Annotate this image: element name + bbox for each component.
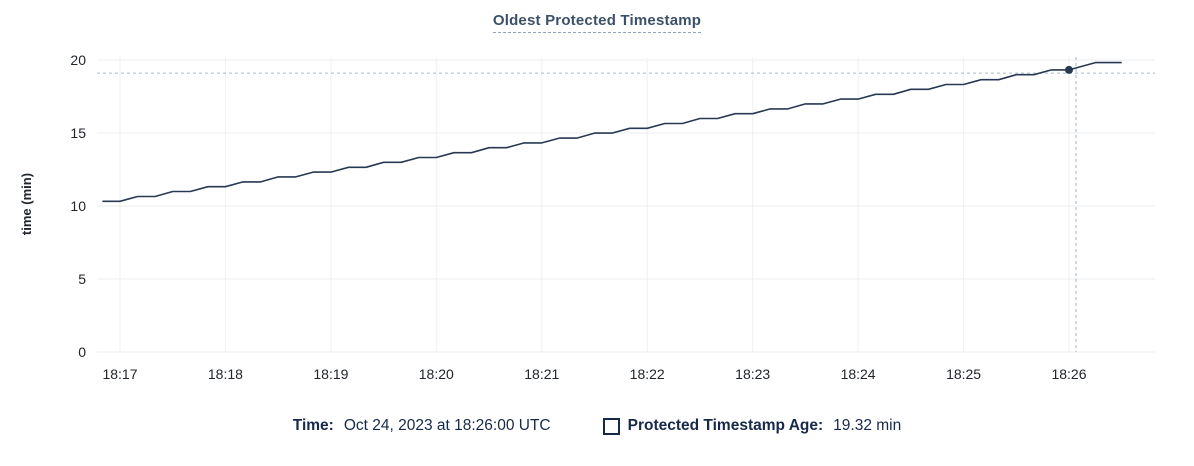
- axis-tick-labels: 0 5 10 15 20 18:17 18:18 18:19 18:20 18:21 18:22 18…: [70, 52, 1086, 382]
- y-tick-label: 15: [70, 125, 86, 141]
- x-tick-label: 18:23: [735, 366, 770, 382]
- x-tick-label: 18:19: [313, 366, 348, 382]
- chart-title-row: Oldest Protected Timestamp: [0, 12, 1194, 33]
- series-toggle[interactable]: Protected Timestamp Age: 19.32 min: [602, 417, 902, 435]
- y-tick-label: 10: [70, 198, 86, 214]
- x-tick-label: 18:25: [946, 366, 981, 382]
- y-axis-title: time (min): [19, 173, 34, 235]
- hover-crosshair: [97, 57, 1155, 352]
- line-chart[interactable]: 0 5 10 15 20 18:17 18:18 18:19 18:20 18:21 18:22 18…: [0, 0, 1194, 405]
- x-tick-label: 18:20: [419, 366, 454, 382]
- chart-title[interactable]: Oldest Protected Timestamp: [492, 12, 702, 33]
- hover-tooltip-legend: Time: Oct 24, 2023 at 18:26:00 UTC Prote…: [0, 417, 1194, 435]
- y-tick-label: 20: [70, 52, 86, 68]
- series-label: Protected Timestamp Age:: [627, 417, 824, 434]
- x-tick-label: 18:18: [208, 366, 243, 382]
- tooltip-time-value: Oct 24, 2023 at 18:26:00 UTC: [343, 417, 551, 434]
- x-tick-label: 18:17: [102, 366, 137, 382]
- y-tick-label: 5: [78, 271, 86, 287]
- y-tick-label: 0: [78, 344, 86, 360]
- x-tick-label: 18:24: [841, 366, 876, 382]
- hover-point-dot: [1065, 65, 1073, 74]
- x-tick-label: 18:22: [630, 366, 665, 382]
- gridlines: [97, 57, 1155, 353]
- series-line: [102, 61, 1122, 203]
- x-tick-label: 18:26: [1051, 366, 1086, 382]
- series-value: 19.32 min: [833, 417, 902, 434]
- series-checkbox-icon[interactable]: [602, 417, 620, 435]
- tooltip-time: Time: Oct 24, 2023 at 18:26:00 UTC: [293, 417, 551, 435]
- tooltip-time-label: Time:: [292, 417, 334, 434]
- x-tick-label: 18:21: [524, 366, 559, 382]
